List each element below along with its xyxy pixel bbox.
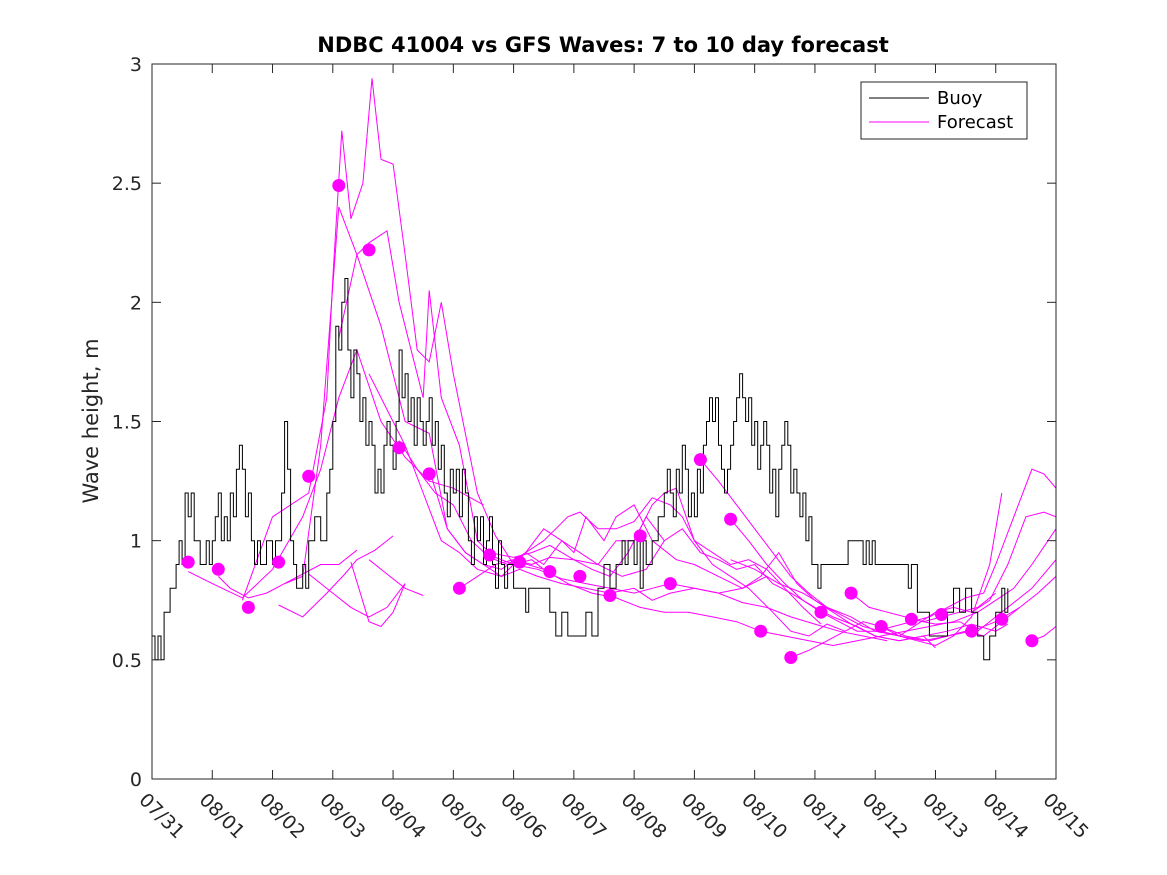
forecast-lines	[187, 78, 1056, 658]
forecast-line-4	[338, 252, 767, 589]
legend: Buoy Forecast	[860, 81, 1028, 140]
forecast-line-9	[489, 551, 1009, 642]
x-axis: 07/31 08/01 08/02 08/03 08/04 08/05 08/06 08/07…	[134, 64, 1093, 843]
forecast-marker-25	[904, 612, 918, 626]
x-tick-label: 08/15	[1038, 789, 1092, 843]
x-tick-label: 08/04	[376, 789, 430, 843]
x-tick-label: 07/31	[134, 789, 188, 843]
y-tick-label: 2.5	[112, 173, 142, 195]
y-axis: 0 0.5 1 1.5 2 2.5 3	[112, 54, 1056, 791]
plot-area	[152, 78, 1056, 664]
forecast-line-5	[368, 373, 822, 625]
forecast-marker-23	[844, 586, 858, 600]
forecast-marker-8	[392, 441, 406, 455]
forecast-markers	[181, 179, 1039, 664]
x-tick-label: 08/11	[797, 789, 851, 843]
forecast-line-7	[428, 469, 888, 642]
forecast-line-17	[278, 535, 394, 618]
x-tick-label: 08/14	[978, 789, 1032, 843]
y-tick-label: 0	[130, 769, 142, 791]
buoy-series	[152, 278, 1009, 661]
x-tick-label: 08/03	[315, 789, 369, 843]
forecast-marker-20	[754, 624, 768, 638]
y-tick-label: 1.5	[112, 412, 142, 434]
y-tick-label: 1	[130, 531, 142, 553]
forecast-marker-14	[573, 569, 587, 583]
y-tick-label: 3	[130, 54, 142, 76]
x-tick-label: 08/07	[556, 789, 610, 843]
forecast-marker-1	[181, 555, 195, 569]
forecast-marker-27	[965, 624, 979, 638]
x-tick-label: 08/08	[617, 789, 671, 843]
forecast-marker-16	[633, 529, 647, 543]
y-tick-label: 0.5	[112, 650, 142, 672]
x-tick-label: 08/10	[737, 789, 791, 843]
forecast-marker-18	[693, 453, 707, 467]
legend-box	[860, 81, 1028, 140]
forecast-marker-22	[814, 605, 828, 619]
forecast-line-2	[241, 78, 545, 601]
forecast-line-19	[350, 561, 406, 628]
forecast-marker-4	[272, 555, 286, 569]
forecast-marker-21	[784, 651, 798, 664]
forecast-marker-2	[211, 562, 225, 576]
forecast-line-8	[459, 528, 936, 649]
forecast-marker-10	[452, 581, 466, 595]
forecast-line-20	[368, 559, 424, 596]
forecast-marker-12	[513, 555, 527, 569]
forecast-line-6	[398, 440, 846, 637]
x-tick-label: 08/12	[858, 789, 912, 843]
forecast-line-23	[850, 592, 997, 623]
x-tick-label: 08/09	[677, 789, 731, 843]
x-tick-label: 08/01	[195, 789, 249, 843]
forecast-line-12	[730, 468, 1056, 632]
forecast-marker-6	[332, 179, 346, 192]
forecast-line-18	[308, 573, 406, 618]
forecast-marker-3	[241, 600, 255, 614]
buoy-line	[152, 278, 1009, 661]
forecast-marker-7	[362, 243, 376, 257]
forecast-marker-28	[995, 612, 1009, 626]
y-axis-label: Wave height, m	[79, 338, 103, 503]
forecast-marker-19	[724, 512, 738, 526]
forecast-marker-13	[543, 565, 557, 579]
forecast-marker-26	[935, 608, 948, 621]
x-tick-label: 08/02	[255, 789, 309, 843]
x-tick-label: 08/05	[436, 789, 490, 843]
forecast-line-3	[284, 206, 665, 585]
forecast-marker-5	[302, 469, 316, 483]
forecast-line-1	[187, 348, 484, 599]
forecast-line-16	[217, 549, 358, 599]
x-tick-label: 08/06	[496, 789, 550, 843]
legend-buoy-label: Buoy	[937, 88, 983, 109]
forecast-marker-11	[483, 548, 496, 562]
chart-title: NDBC 41004 vs GFS Waves: 7 to 10 day for…	[317, 33, 888, 57]
x-tick-label: 08/13	[918, 789, 972, 843]
forecast-marker-15	[603, 589, 617, 602]
forecast-marker-9	[422, 467, 436, 481]
forecast-marker-24	[874, 620, 888, 633]
forecast-line-14	[911, 559, 1056, 632]
legend-forecast-label: Forecast	[937, 112, 1013, 133]
forecast-marker-17	[663, 577, 677, 591]
y-tick-label: 2	[130, 292, 142, 314]
forecast-marker-29	[1025, 634, 1039, 648]
